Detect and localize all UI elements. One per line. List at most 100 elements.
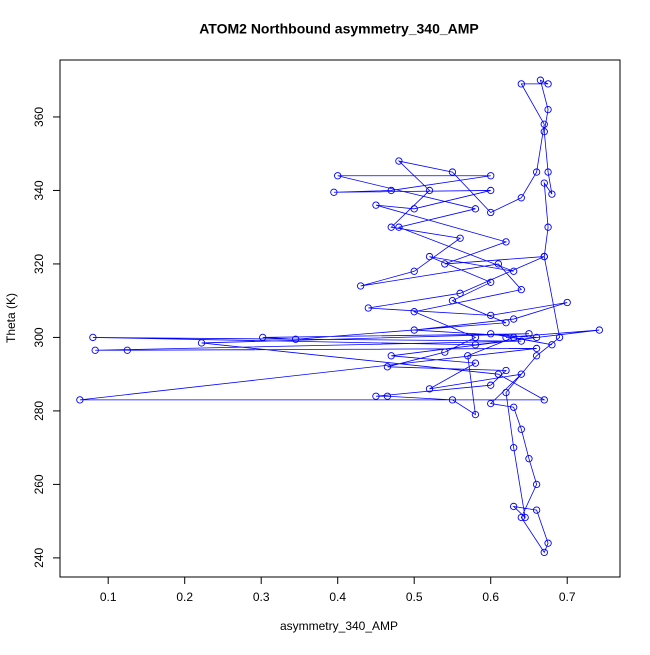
data-point <box>471 341 480 349</box>
chart-title: ATOM2 Northbound asymmetry_340_AMP <box>199 21 479 37</box>
data-point <box>89 333 97 342</box>
data-point <box>510 315 518 323</box>
data-point <box>448 168 457 176</box>
data-point <box>364 304 372 312</box>
data-point <box>532 506 541 514</box>
data-point <box>448 396 457 404</box>
data-point <box>502 333 510 342</box>
data-point <box>487 399 495 408</box>
y-tick-label: 280 <box>32 401 46 421</box>
x-axis-label: asymmetry_340_AMP <box>280 619 398 633</box>
y-tick-label: 300 <box>32 327 46 347</box>
data-point <box>425 252 434 261</box>
data-point <box>487 172 495 180</box>
data-point <box>197 339 206 347</box>
data-point <box>532 352 541 360</box>
data-point <box>383 363 392 371</box>
data-point <box>383 392 392 400</box>
y-tick-label: 260 <box>32 474 46 494</box>
data-point <box>544 539 552 547</box>
data-point <box>425 186 434 195</box>
data-point <box>334 172 342 180</box>
data-point <box>410 267 418 275</box>
data-point <box>540 396 548 404</box>
data-point <box>259 333 267 342</box>
data-point <box>502 366 510 375</box>
data-point <box>441 260 449 268</box>
data-point <box>502 238 510 246</box>
data-point <box>76 396 84 404</box>
data-point <box>494 370 503 378</box>
data-point <box>517 337 525 345</box>
data-point <box>510 502 518 511</box>
data-point <box>517 80 525 88</box>
data-point <box>525 330 533 338</box>
x-tick-label: 0.5 <box>406 590 423 604</box>
data-point <box>540 179 548 187</box>
data-point <box>544 223 552 231</box>
data-point <box>536 76 545 84</box>
data-point <box>510 333 518 342</box>
y-tick-label: 320 <box>32 254 46 274</box>
data-point <box>510 403 518 411</box>
data-point <box>517 513 525 522</box>
data-point <box>372 201 380 209</box>
data-point <box>123 346 131 354</box>
data-point <box>441 348 449 356</box>
data-point <box>502 388 510 397</box>
x-tick-label: 0.6 <box>482 590 499 604</box>
data-point <box>540 120 548 128</box>
data-point <box>548 341 556 349</box>
data-point <box>540 128 548 136</box>
data-point <box>410 205 418 213</box>
data-point <box>395 223 403 231</box>
data-point <box>494 260 503 268</box>
data-point <box>471 410 480 419</box>
data-point <box>487 278 495 286</box>
data-point <box>517 194 525 202</box>
data-point <box>532 344 541 353</box>
data-point <box>510 444 518 452</box>
y-axis-label: Theta (K) <box>4 293 18 343</box>
data-point <box>471 359 480 367</box>
x-tick-label: 0.1 <box>100 590 117 604</box>
data-point <box>291 335 300 343</box>
data-point <box>487 381 495 389</box>
data-point <box>525 455 533 463</box>
data-point <box>563 298 571 307</box>
data-point <box>532 480 541 489</box>
plot-box <box>59 59 621 578</box>
data-point <box>387 352 395 360</box>
data-point <box>532 168 541 176</box>
data-point <box>548 190 556 198</box>
data-point <box>91 346 99 354</box>
data-point <box>544 168 552 176</box>
data-point <box>372 392 380 400</box>
data-point <box>410 326 418 334</box>
data-point <box>487 330 495 338</box>
x-tick-label: 0.3 <box>253 590 270 604</box>
x-tick-label: 0.7 <box>559 590 576 604</box>
data-point <box>487 311 495 320</box>
data-point <box>456 289 464 297</box>
x-tick-label: 0.2 <box>176 590 193 604</box>
data-point <box>521 513 529 522</box>
data-point <box>471 333 480 342</box>
data-point <box>502 319 510 327</box>
data-point <box>510 267 518 275</box>
data-point <box>544 105 552 114</box>
data-point <box>395 157 403 165</box>
data-point <box>517 370 525 378</box>
data-point <box>487 186 495 195</box>
data-point <box>471 205 480 213</box>
data-point <box>532 333 541 342</box>
data-point <box>555 333 564 342</box>
data-point <box>487 208 495 217</box>
data-point <box>464 352 472 360</box>
x-tick-label: 0.4 <box>329 590 346 604</box>
data-point <box>544 80 552 88</box>
data-point <box>387 186 395 195</box>
data-point <box>517 425 525 433</box>
data-point <box>540 548 548 557</box>
